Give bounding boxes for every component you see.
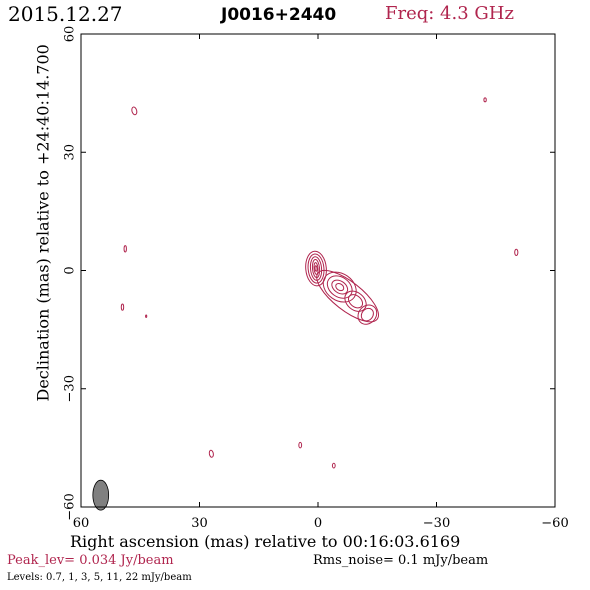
y-tick-label: −60 [63,493,78,520]
contour-line [514,248,519,257]
contour-line [131,106,138,116]
contour-line [331,462,336,469]
contour-line [360,307,374,322]
contour-layer [120,97,519,469]
beam-shape [92,479,110,511]
source-component-jet-envelope [316,269,379,323]
contour-line [348,294,364,309]
contour-line [120,303,125,311]
x-tick-label: 60 [73,516,90,531]
contour-line [311,258,321,279]
contour-line [145,314,148,318]
y-tick-label: 0 [63,266,78,274]
contour-line [307,253,325,284]
source-component-spot-7 [331,462,336,469]
peak-level: Peak_lev= 0.034 Jy/beam [7,553,174,568]
source-component-spot-1 [131,106,138,116]
y-tick-label: −30 [63,375,78,402]
source-component-spot-6 [298,441,303,449]
x-tick-label: 30 [191,516,208,531]
source-component-spot-5 [208,449,214,458]
x-axis-label: Right ascension (mas) relative to 00:16:… [70,532,461,551]
source-component-spot-9 [514,248,519,257]
axis-ticks [80,33,556,508]
x-tick-label: 0 [314,516,322,531]
y-axis-label: Declination (mas) relative to +24:40:14.… [33,44,53,402]
observation-date: 2015.12.27 [8,2,123,26]
contour-line [298,441,303,449]
source-component-jet-knot-3 [357,304,378,325]
source-component-spot-8 [483,97,487,103]
contour-line [357,304,378,325]
x-tick-label: −30 [423,516,450,531]
source-component-spot-4 [145,314,148,318]
contour-line [331,279,349,295]
y-tick-label: 60 [63,26,78,43]
source-component-core [305,250,327,287]
contour-line [322,271,357,303]
frequency-label: Freq: 4.3 GHz [385,3,514,24]
contour-line [208,449,214,458]
source-component-jet-knot-2 [344,290,367,312]
contour-line [123,245,127,253]
source-component-spot-3 [120,303,125,311]
beam-ellipse [92,479,110,511]
source-name: J0016+2440 [221,5,337,25]
x-tick-label: −60 [541,516,568,531]
contour-line [344,290,367,312]
contour-levels: Levels: 0.7, 1, 3, 5, 11, 22 mJy/beam [7,572,192,583]
contour-line [305,250,327,287]
contour-line [483,97,487,103]
source-component-spot-2 [123,245,127,253]
contour-line [314,265,318,272]
contour-line [313,262,319,275]
contour-line [316,269,379,323]
rms-noise: Rms_noise= 0.1 mJy/beam [313,553,489,568]
y-tick-label: 30 [63,144,78,161]
contour-line [335,282,345,292]
